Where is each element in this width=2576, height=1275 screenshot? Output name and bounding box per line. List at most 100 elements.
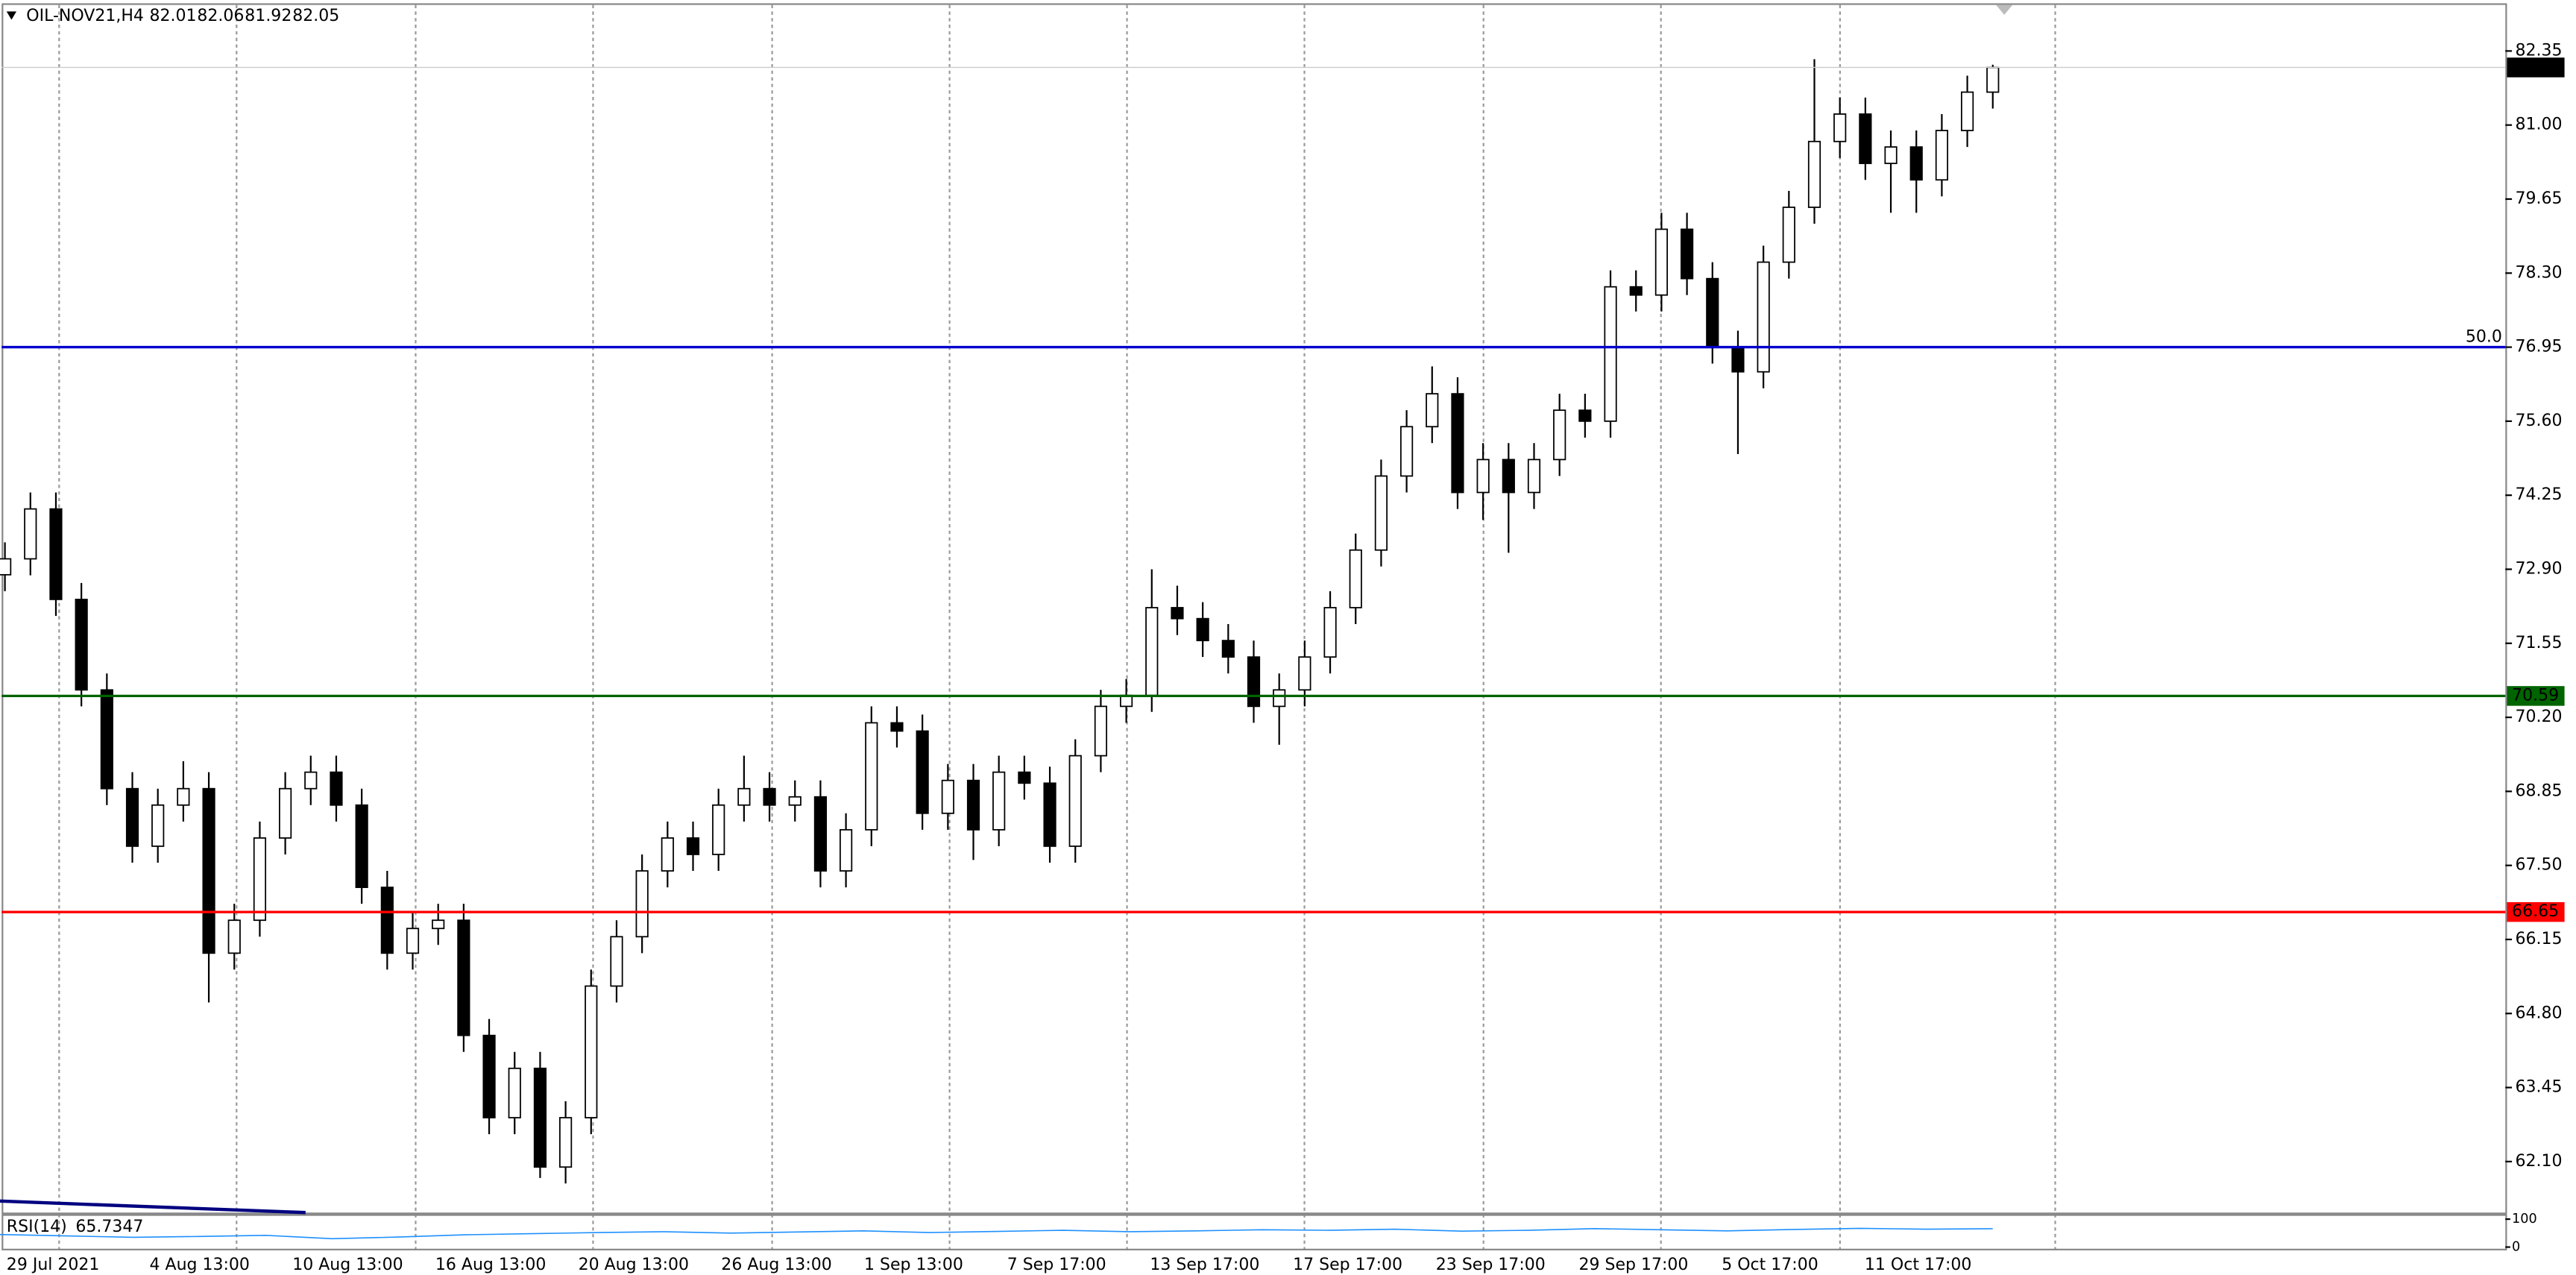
bar-high: 82.06 [197,7,244,25]
x-tick-label: 1 Sep 13:00 [864,1256,963,1274]
candle-body [355,804,368,888]
candle-body [1731,346,1745,373]
y-tick-label: 74.25 [2515,485,2562,504]
candle-body [380,887,394,954]
candle-body [24,508,37,560]
x-tick-label: 11 Oct 17:00 [1865,1256,1972,1274]
candle-body [1068,755,1082,847]
rsi-tick-label: 0 [2512,1240,2520,1255]
candle-body [1374,475,1388,551]
candle-body [177,787,190,806]
rsi-last: 65.7347 [75,1218,143,1236]
candle-body [1986,66,2000,93]
y-tick-label: 67.50 [2515,856,2562,875]
candle-body [1094,705,1108,757]
candle-body [712,804,725,855]
candle-body [992,771,1006,831]
rsi-tick-label: 100 [2512,1212,2537,1227]
level-price: 66.65 [2512,902,2559,921]
candle-body [253,837,267,922]
level-price: 70.59 [2512,686,2559,705]
candle-body [1859,113,1872,165]
rsi-line [0,1227,1993,1240]
candle-body [686,837,700,855]
candle-body [151,804,165,847]
candle-body [227,919,241,954]
candle-body [1349,549,1362,608]
y-tick-label: 81.00 [2515,116,2562,134]
candle-body [304,771,318,790]
candle-body [1909,146,1923,181]
candle-body [941,779,954,814]
candle-body [916,730,929,814]
bar-close: 82.05 [292,7,339,25]
candle-body [1298,656,1311,691]
last-price-box [2507,57,2565,78]
x-tick-label: 10 Aug 13:00 [292,1256,403,1274]
candle-body [533,1067,547,1168]
candle-body [508,1067,521,1118]
candle-body [1782,207,1795,263]
x-tick-label: 17 Sep 17:00 [1293,1256,1402,1274]
candle-body [1935,130,1949,181]
candle-body [1833,113,1847,142]
y-tick-label: 72.90 [2515,559,2562,578]
candle-body [1323,607,1337,658]
y-tick-label: 62.10 [2515,1152,2562,1171]
candle-body [635,870,649,938]
candle-body [1400,426,1414,477]
x-tick-label: 23 Sep 17:00 [1436,1256,1546,1274]
level-label: 50.0 [2466,327,2502,346]
rsi-name: RSI(14) [7,1218,67,1236]
candle-body [482,1034,496,1118]
y-tick-label: 66.15 [2515,930,2562,948]
y-tick-label: 76.95 [2515,338,2562,356]
candle-body [661,837,674,872]
x-tick-label: 4 Aug 13:00 [150,1256,250,1274]
candle-body [1273,689,1286,708]
candle-body [865,722,878,831]
candle-body [202,787,215,954]
candle-body [100,689,113,790]
candle-body [1221,640,1235,658]
y-tick-label: 82.35 [2515,41,2562,60]
candle-body [1961,91,1974,131]
candle-body [966,779,980,831]
rsi-frame [1,1214,2507,1250]
candle-body [75,599,88,691]
candle-body [737,787,751,806]
candle-body [559,1117,573,1168]
x-tick-label: 20 Aug 13:00 [579,1256,689,1274]
menu-arrow [6,11,17,20]
candle-body [610,936,623,987]
bar-low: 81.92 [245,7,292,25]
candle-body [0,558,12,576]
candle-body [1578,409,1592,422]
y-tick-label: 70.20 [2515,708,2562,726]
x-tick-label: 29 Jul 2021 [7,1256,100,1274]
candle-body [1018,771,1031,784]
shift-marker [1996,4,2013,15]
candle-body [1807,140,1821,208]
bar-open: 82.01 [150,7,197,25]
candle-body [1145,607,1159,696]
x-tick-label: 7 Sep 17:00 [1007,1256,1106,1274]
y-tick-label: 71.55 [2515,634,2562,652]
trend-line [0,1199,306,1215]
x-tick-label: 5 Oct 17:00 [1722,1256,1818,1274]
candle-body [813,796,828,872]
candle-body [763,787,776,806]
level-price-box [2507,901,2565,922]
y-tick-label: 64.80 [2515,1004,2562,1022]
candle-body [1654,228,1669,296]
symbol-title: OIL-NOV21,H4 [26,7,144,25]
candle-body [788,796,802,806]
plot-frame [1,3,2507,1215]
y-tick-label: 78.30 [2515,263,2562,282]
candle-body [125,787,139,847]
y-tick-label: 63.45 [2515,1078,2562,1097]
candle-body [432,919,445,930]
x-tick-label: 29 Sep 17:00 [1579,1256,1689,1274]
x-tick-label: 26 Aug 13:00 [721,1256,831,1274]
